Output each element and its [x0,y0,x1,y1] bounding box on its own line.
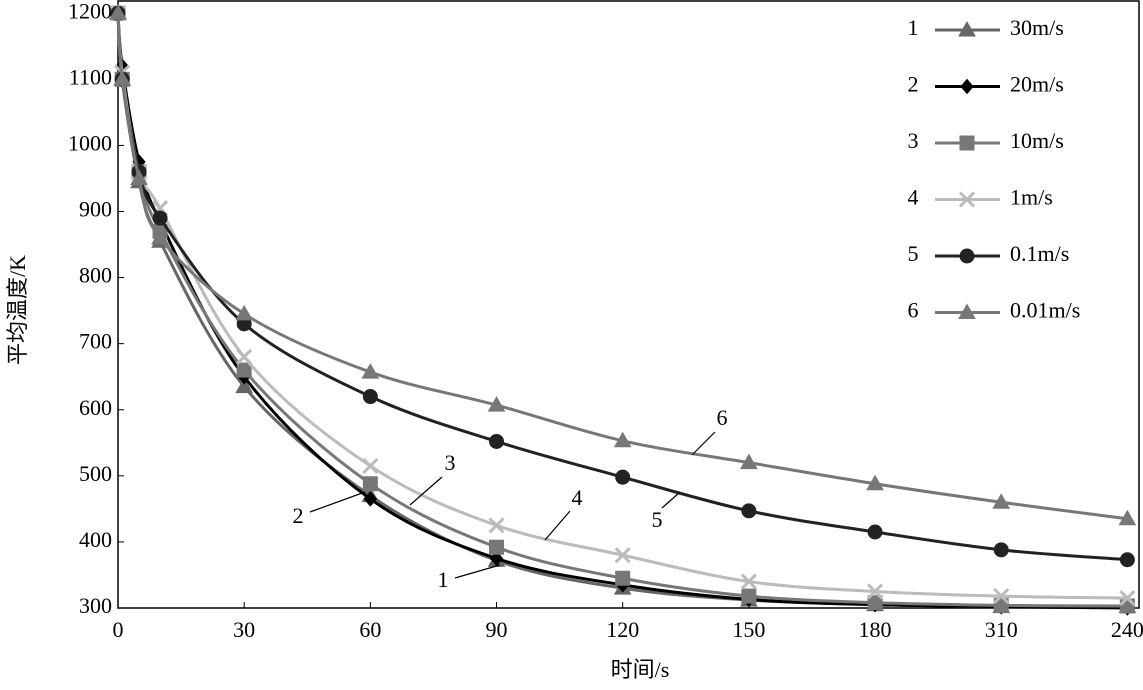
annotation: 3 [445,450,456,475]
x-tick-label: 310 [985,617,1018,642]
marker [362,476,378,492]
y-tick-label: 400 [79,527,112,552]
marker [867,524,883,540]
marker [362,389,378,405]
marker [613,431,632,448]
marker [1119,590,1136,607]
annotation-leader [691,431,716,456]
legend-label: 1m/s [1010,185,1053,210]
legend-number: 3 [908,128,919,153]
marker [993,597,1009,613]
marker [958,191,976,208]
legend-number: 2 [908,72,919,97]
marker [361,363,380,379]
annotation: 5 [652,507,663,532]
marker [866,474,884,491]
legend-number: 1 [908,15,919,40]
legend-number: 4 [908,185,919,210]
marker [488,517,505,534]
x-tick-label: 30 [233,617,255,642]
legend-label: 30m/s [1010,15,1064,40]
marker [1119,552,1135,568]
marker [867,595,883,611]
marker [235,304,254,321]
marker [740,453,758,470]
marker [130,169,148,185]
x-tick-label: 90 [486,617,508,642]
marker [487,396,506,412]
annotation-leader [309,491,366,513]
marker [152,210,168,226]
marker [741,503,757,519]
marker [993,588,1010,605]
y-tick-label: 700 [79,329,112,354]
annotation-leader [544,510,571,541]
annotation-leader [409,476,443,506]
x-tick-label: 180 [859,617,892,642]
annotation: 1 [438,567,449,592]
y-tick-label: 1200 [68,0,112,23]
legend-number: 6 [908,298,919,323]
y-tick-label: 300 [79,593,112,618]
x-tick-label: 240 [1111,617,1143,642]
legend-label: 20m/s [1010,72,1064,97]
marker [866,583,884,600]
plot-frame [117,0,1140,609]
marker [614,547,631,564]
y-tick-label: 800 [79,263,112,288]
x-tick-label: 150 [732,617,765,642]
x-axis-title: 时间/s [611,657,670,682]
marker [236,362,252,378]
y-tick-label: 600 [79,395,112,420]
x-tick-label: 60 [359,617,381,642]
annotation-leader [454,564,501,579]
legend-label: 0.1m/s [1010,241,1069,266]
marker [959,135,975,151]
marker [959,248,975,264]
marker [958,20,976,37]
marker [235,377,254,394]
y-axis-title: 平均温度/K [5,255,30,365]
y-tick-label: 1100 [69,64,112,89]
marker [740,573,757,590]
marker [489,539,505,555]
marker [151,228,169,245]
series-line [116,13,1128,600]
annotation: 4 [572,485,583,510]
marker [960,78,974,95]
annotation: 2 [293,503,304,528]
marker [363,491,378,507]
legend-label: 10m/s [1010,128,1064,153]
marker [958,303,976,319]
legend-label: 0.01m/s [1010,298,1080,323]
marker [615,570,631,586]
marker [113,70,132,86]
series-line [116,13,1128,609]
y-tick-label: 900 [79,197,112,222]
x-tick-label: 120 [606,617,639,642]
y-tick-label: 1000 [68,130,112,155]
marker [615,469,631,485]
marker [109,4,127,20]
marker [362,457,379,474]
marker [741,588,757,604]
marker [1118,509,1137,526]
y-tick-label: 500 [79,461,112,486]
x-tick-label: 0 [113,617,124,642]
marker [489,433,505,449]
annotation: 6 [717,405,728,430]
marker [993,542,1009,558]
marker [236,348,253,365]
series-line [116,13,1128,610]
series-line [116,13,1128,608]
legend-number: 5 [908,241,919,266]
annotation-leader [661,491,681,509]
marker [992,493,1011,509]
